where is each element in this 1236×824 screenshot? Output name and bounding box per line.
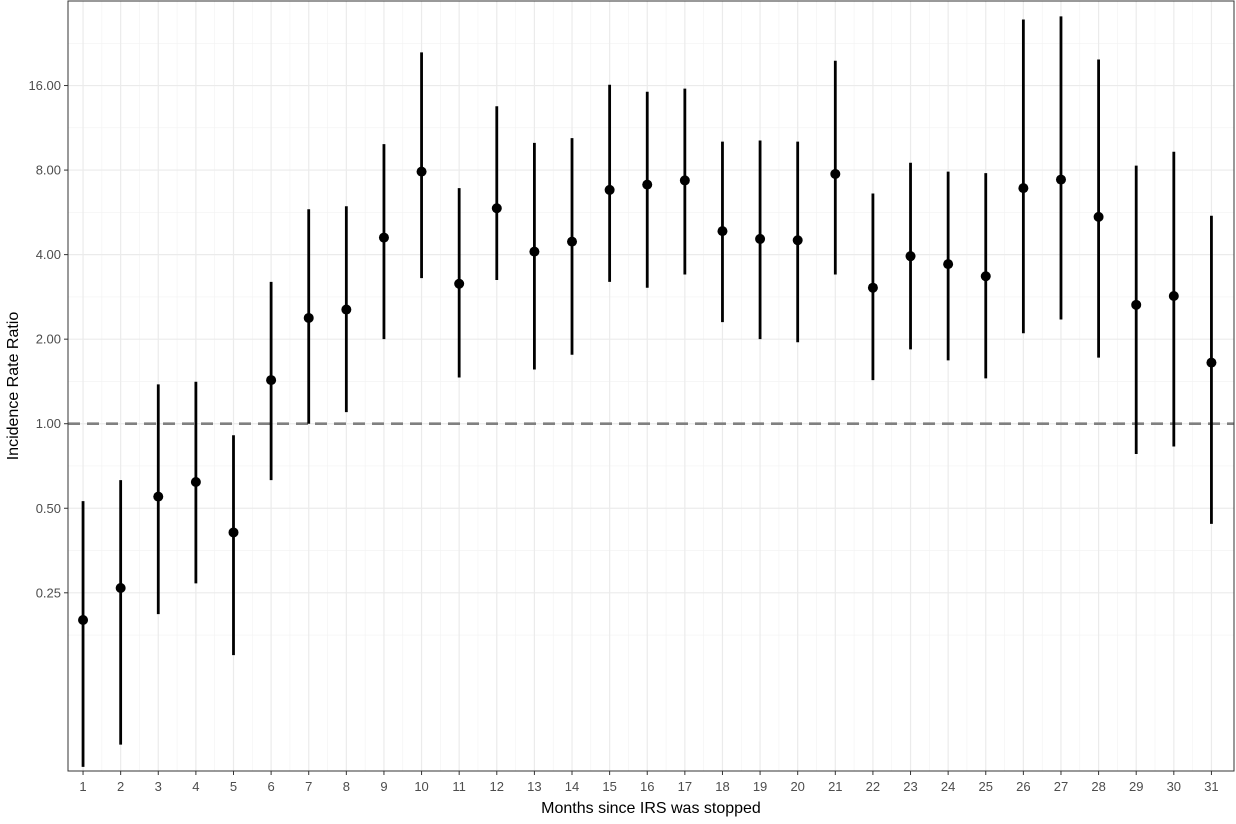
- x-tick-label: 5: [230, 779, 237, 794]
- data-point: [266, 375, 276, 385]
- data-point: [793, 235, 803, 245]
- x-tick-label: 10: [414, 779, 428, 794]
- x-tick-label: 4: [192, 779, 199, 794]
- data-point: [755, 234, 765, 244]
- x-tick-label: 18: [715, 779, 729, 794]
- x-tick-label: 20: [790, 779, 804, 794]
- x-tick-label: 28: [1091, 779, 1105, 794]
- data-point: [1131, 300, 1141, 310]
- data-point: [981, 271, 991, 281]
- x-tick-label: 26: [1016, 779, 1030, 794]
- x-tick-label: 3: [155, 779, 162, 794]
- data-point: [1018, 183, 1028, 193]
- x-tick-label: 29: [1129, 779, 1143, 794]
- x-tick-label: 25: [979, 779, 993, 794]
- y-tick-label: 8.00: [36, 163, 61, 178]
- x-tick-label: 23: [903, 779, 917, 794]
- data-point: [567, 237, 577, 247]
- data-point: [642, 180, 652, 190]
- data-point: [417, 167, 427, 177]
- y-tick-label: 0.25: [36, 585, 61, 600]
- data-point: [680, 175, 690, 185]
- data-point: [153, 492, 163, 502]
- data-point: [1056, 175, 1066, 185]
- data-point: [304, 313, 314, 323]
- x-tick-label: 17: [678, 779, 692, 794]
- x-tick-label: 7: [305, 779, 312, 794]
- data-point: [830, 169, 840, 179]
- x-tick-label: 24: [941, 779, 955, 794]
- x-tick-label: 12: [490, 779, 504, 794]
- data-point: [379, 233, 389, 243]
- x-tick-label: 2: [117, 779, 124, 794]
- data-point: [868, 283, 878, 293]
- x-tick-label: 21: [828, 779, 842, 794]
- data-point: [1206, 358, 1216, 368]
- data-point: [906, 251, 916, 261]
- data-point: [1094, 212, 1104, 222]
- data-point: [228, 527, 238, 537]
- y-tick-label: 16.00: [28, 78, 61, 93]
- data-point: [191, 477, 201, 487]
- data-point: [341, 305, 351, 315]
- y-tick-label: 2.00: [36, 332, 61, 347]
- data-point: [78, 615, 88, 625]
- x-tick-label: 1: [79, 779, 86, 794]
- y-tick-label: 4.00: [36, 247, 61, 262]
- y-tick-label: 0.50: [36, 501, 61, 516]
- x-tick-label: 31: [1204, 779, 1218, 794]
- panel-background: [68, 1, 1234, 771]
- x-tick-label: 6: [267, 779, 274, 794]
- x-tick-label: 22: [866, 779, 880, 794]
- data-point: [717, 226, 727, 236]
- x-tick-label: 9: [380, 779, 387, 794]
- x-tick-label: 13: [527, 779, 541, 794]
- x-tick-label: 15: [602, 779, 616, 794]
- x-tick-label: 16: [640, 779, 654, 794]
- data-point: [492, 203, 502, 213]
- x-tick-label: 30: [1167, 779, 1181, 794]
- data-point: [116, 583, 126, 593]
- data-point: [1169, 291, 1179, 301]
- x-tick-label: 27: [1054, 779, 1068, 794]
- x-tick-label: 19: [753, 779, 767, 794]
- x-tick-label: 11: [452, 779, 466, 794]
- data-point: [605, 185, 615, 195]
- data-point: [529, 247, 539, 257]
- x-axis-title: Months since IRS was stopped: [541, 800, 761, 817]
- data-point: [454, 279, 464, 289]
- x-tick-label: 8: [343, 779, 350, 794]
- y-axis-title: Incidence Rate Ratio: [5, 312, 22, 461]
- data-point: [943, 259, 953, 269]
- y-tick-label: 1.00: [36, 416, 61, 431]
- x-tick-label: 14: [565, 779, 579, 794]
